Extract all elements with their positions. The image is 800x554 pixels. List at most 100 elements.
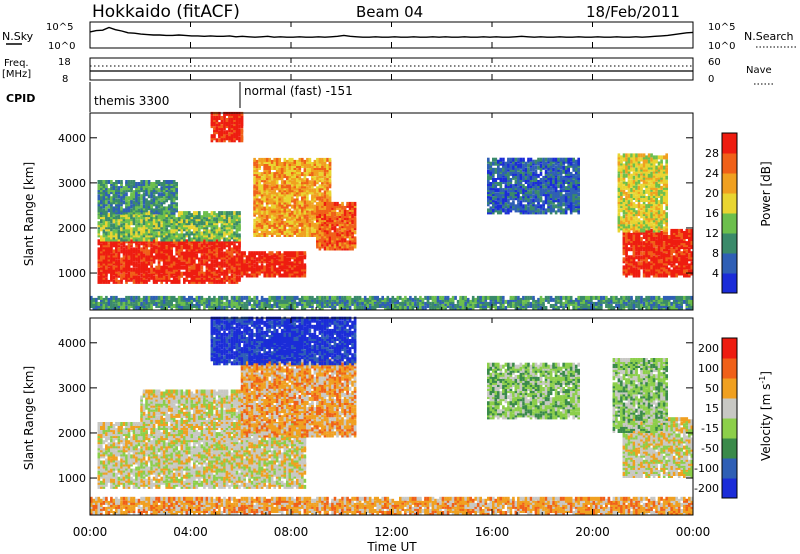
heatmap-cell [288,233,292,237]
heatmap-cell [303,204,307,209]
heatmap-cell [270,228,274,233]
heatmap-cell [107,229,111,234]
heatmap-cell [346,230,349,235]
heatmap-cell [519,169,523,174]
heatmap-cell [233,245,236,250]
heatmap-cell [190,265,194,270]
heatmap-cell [331,226,334,231]
heatmap-cell [175,231,178,236]
heatmap-cell [657,237,661,241]
heatmap-cell [243,261,246,266]
heatmap-cell [275,196,279,201]
heatmap-cell [280,261,284,266]
heatmap-cell [562,157,565,162]
heatmap-cell [311,220,314,225]
heatmap-cell [200,245,204,250]
heatmap-cell [630,255,633,260]
heatmap-cell [185,273,189,278]
heatmap-cell [559,157,563,162]
heatmap-cell [273,182,276,187]
heatmap-cell [122,200,126,205]
heatmap-cell [170,180,173,184]
heatmap-cell [514,157,518,162]
heatmap-cell [504,190,508,195]
heatmap-cell [680,271,683,276]
heatmap-cell [617,173,621,178]
heatmap-cell [205,237,209,242]
heatmap-cell [155,196,158,201]
heatmap-cell [218,247,221,252]
heatmap-cell [622,257,626,262]
heatmap-cell [238,245,241,250]
heatmap-cell [273,176,276,181]
heatmap-cell [230,251,234,256]
heatmap-cell [532,194,535,199]
heatmap-cell [318,172,322,177]
heatmap-cell [499,173,503,178]
heatmap-cell [132,247,136,252]
heatmap-cell [140,229,143,234]
heatmap-cell [125,279,128,284]
heatmap-cell [142,198,146,203]
heatmap-cell [167,223,171,228]
heatmap-cell [293,204,297,209]
heatmap-cell [298,251,302,256]
heatmap-cell [240,267,244,272]
heatmap-cell [203,221,206,226]
heatmap-cell [494,167,498,172]
heatmap-cell [135,237,138,242]
heatmap-cell [514,204,518,209]
heatmap-cell [685,228,689,233]
heatmap-cell [167,204,171,209]
heatmap-cell [524,204,528,209]
heatmap-cell [115,245,118,250]
heatmap-cell [497,204,500,209]
heatmap-cell [205,269,209,274]
heatmap-cell [328,224,332,229]
heatmap-cell [175,277,178,282]
heatmap-cell [258,222,261,227]
heatmap-cell [296,265,299,270]
heatmap-cell [265,157,269,162]
heatmap-cell [132,279,136,284]
heatmap-cell [291,168,294,173]
heatmap-cell [235,215,239,220]
heatmap-cell [670,237,673,241]
heatmap-cell [122,237,126,242]
heatmap-cell [537,165,540,170]
heatmap-cell [557,163,560,168]
heatmap-cell [268,230,271,235]
heatmap-cell [253,251,256,256]
heatmap-cell [112,249,116,254]
heatmap-cell [135,215,138,220]
heatmap-cell [255,174,259,179]
heatmap-cell [308,210,312,215]
heatmap-cell [311,196,314,201]
heatmap-cell [291,166,294,170]
heatmap-cell [283,174,287,179]
heatmap-cell [155,198,158,203]
heatmap-cell [280,220,284,225]
heatmap-cell [258,267,261,272]
heatmap-cell [517,157,520,162]
heatmap-cell [255,159,259,164]
heatmap-cell [167,273,171,278]
heatmap-cell [524,167,528,172]
heatmap-cell [278,168,281,173]
heatmap-cell [193,223,196,228]
heatmap-cell [177,265,181,270]
heatmap-cell [115,215,118,220]
heatmap-cell [230,273,234,278]
heatmap-cell [102,265,106,270]
heatmap-cell [537,173,540,178]
heatmap-cell [303,168,307,173]
heatmap-cell [145,259,148,264]
heatmap-cell [100,265,103,270]
heatmap-cell [215,235,219,240]
heatmap-cell [228,231,231,236]
heatmap-cell [233,267,236,272]
heatmap-cell [286,253,289,258]
heatmap-cell [188,211,191,216]
heatmap-cell [554,210,558,215]
heatmap-cell [308,190,312,195]
